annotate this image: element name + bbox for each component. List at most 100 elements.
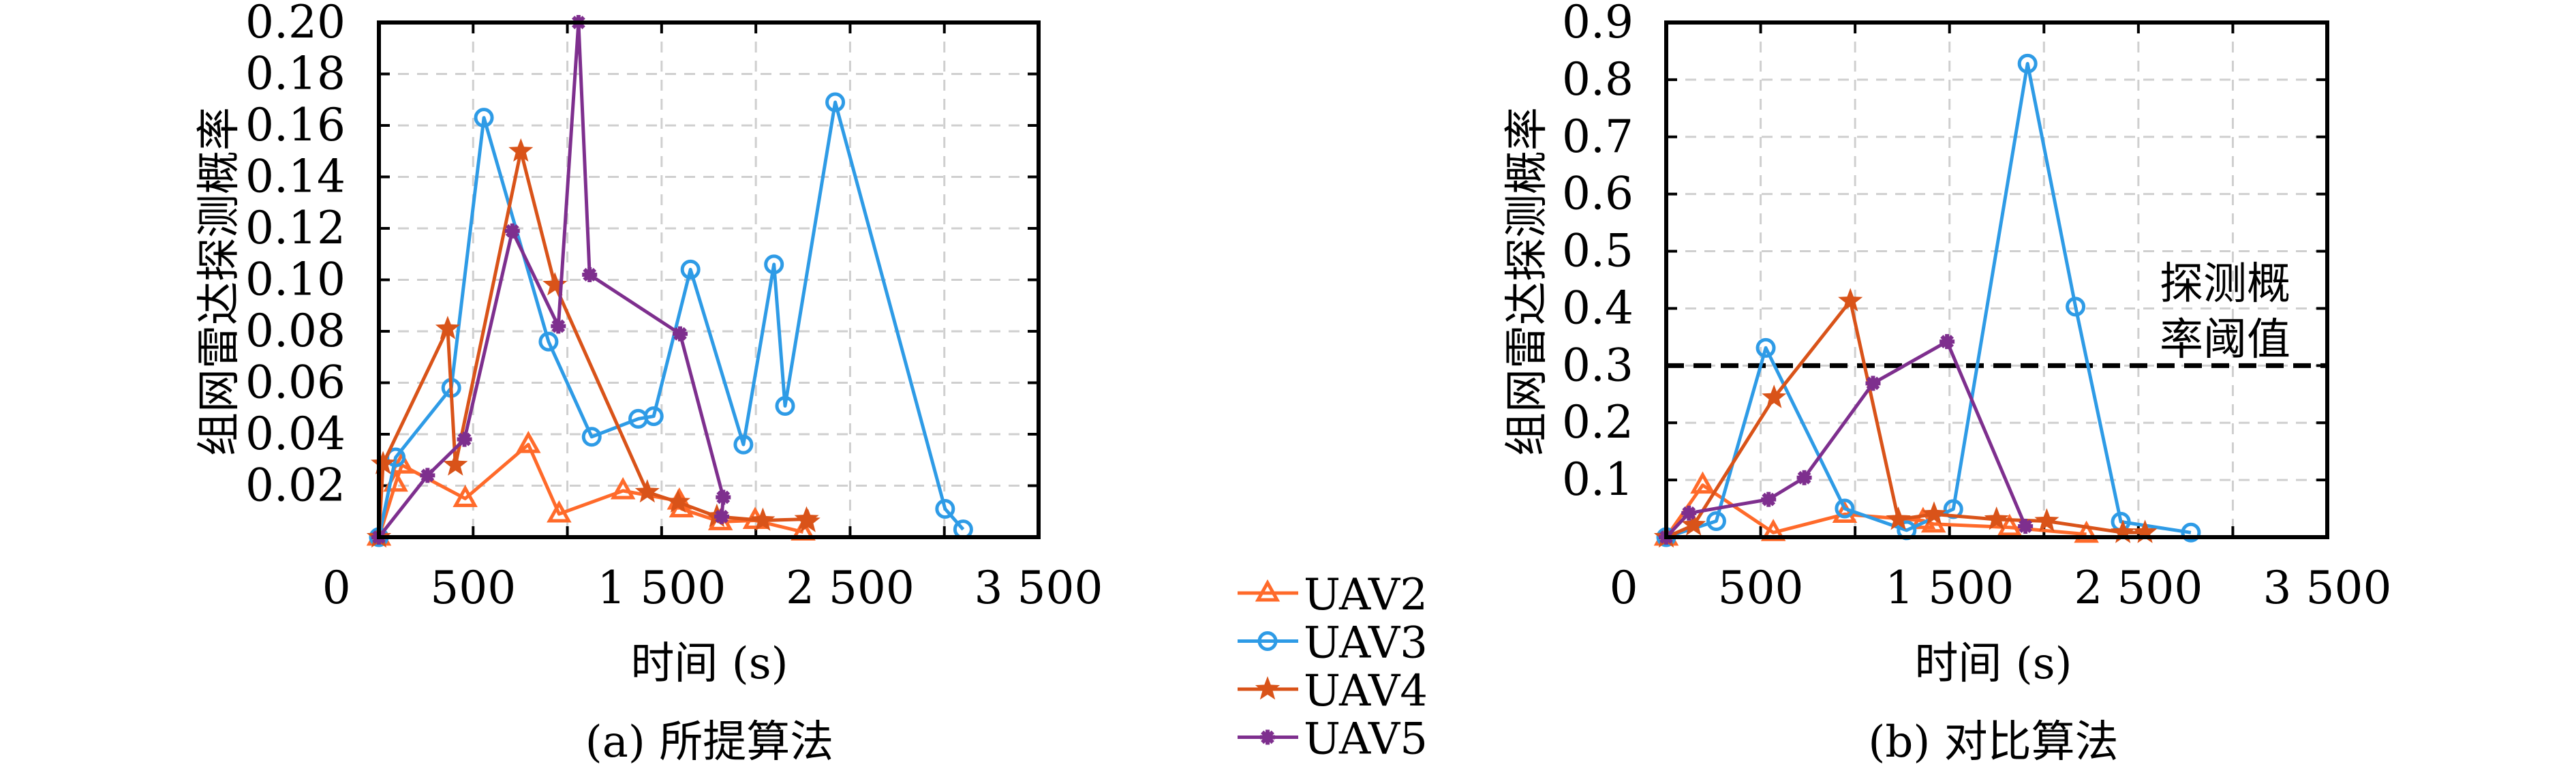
series-uav5 (1659, 334, 2034, 545)
y-tick-label: 0.3 (1562, 339, 1634, 391)
series-line (377, 149, 810, 538)
circle-marker (538, 331, 559, 352)
y-tick-label: 0.7 (1562, 110, 1634, 163)
asterisk-stroke (505, 224, 519, 238)
circle-marker (1835, 498, 1855, 519)
x-tick-label: 3 500 (2263, 562, 2392, 614)
asterisk-stroke (716, 490, 731, 504)
circle-marker (733, 434, 754, 455)
asterisk-stroke (1762, 492, 1776, 506)
triangle-marker (1255, 579, 1281, 602)
circle-marker (2181, 522, 2201, 543)
asterisk-marker (582, 267, 598, 282)
x-tick-label: 0 (1610, 562, 1638, 614)
star-marker (1681, 512, 1706, 536)
circle-marker (680, 259, 701, 279)
circle-marker (1257, 631, 1278, 651)
legend-label: UAV4 (1304, 666, 1428, 716)
y-tick-label: 0.20 (245, 0, 346, 48)
star-marker (1838, 288, 1863, 312)
legend-label: UAV2 (1304, 570, 1428, 620)
y-tick-label: 0.06 (245, 357, 346, 409)
asterisk-marker (1681, 505, 1697, 521)
x-tick-label: 1 500 (1885, 562, 2014, 614)
series-uav3 (369, 92, 973, 547)
star-marker (1255, 676, 1281, 700)
triangle-marker (453, 485, 478, 507)
circle-marker (643, 406, 664, 427)
star-marker (1762, 384, 1787, 408)
asterisk-marker (1865, 376, 1881, 391)
legend-entry-uav4: UAV4 (1238, 666, 1428, 716)
panel-caption: (b) 对比算法 (1868, 717, 2118, 768)
asterisk-stroke (457, 432, 472, 446)
asterisk-stroke (715, 509, 729, 524)
asterisk-stroke (1261, 730, 1274, 744)
y-tick-label: 0.2 (1562, 396, 1634, 449)
triangle-marker (1690, 471, 1715, 494)
series-uav2 (1653, 471, 2099, 546)
asterisk-marker (1939, 334, 1955, 350)
asterisk-marker (1796, 470, 1812, 485)
asterisk-stroke (420, 468, 435, 483)
y-tick-label: 0.1 (1562, 453, 1634, 506)
asterisk-marker (2018, 519, 2034, 534)
star-marker (2034, 508, 2059, 532)
triangle-marker (1760, 519, 1786, 541)
y-tick-label: 0.04 (245, 408, 346, 460)
y-tick-label: 0.5 (1562, 225, 1634, 277)
circle-marker (775, 395, 795, 416)
y-axis-label: 组网雷达探测概率 (194, 107, 245, 456)
triangle-marker (547, 500, 572, 523)
y-tick-label: 0.9 (1562, 0, 1634, 48)
legend-entry-uav3: UAV3 (1238, 618, 1428, 669)
y-tick-label: 0.18 (245, 48, 346, 100)
asterisk-stroke (673, 327, 687, 341)
circle-marker (1706, 511, 1726, 532)
asterisk-stroke (551, 319, 566, 333)
legend-entry-uav5: UAV5 (1238, 714, 1428, 765)
star-marker (443, 452, 468, 476)
star-marker (1921, 501, 1947, 525)
threshold-label: 率阈值 (2160, 315, 2290, 365)
asterisk-marker (457, 431, 472, 447)
series-line (378, 20, 725, 539)
circle-marker (825, 92, 846, 112)
x-tick-label: 3 500 (975, 562, 1103, 614)
y-axis-label: 组网雷达探测概率 (1502, 107, 1552, 456)
y-tick-label: 0.14 (245, 151, 346, 203)
chart-panel-a: 0.020.040.060.080.100.120.140.160.180.20… (194, 0, 1103, 768)
x-tick-label: 2 500 (786, 562, 915, 614)
legend-label: UAV3 (1304, 618, 1428, 669)
star-marker (435, 316, 460, 339)
star-marker (2111, 519, 2136, 543)
y-tick-label: 0.16 (245, 99, 346, 151)
asterisk-marker (714, 509, 730, 524)
y-tick-label: 0.10 (245, 254, 346, 306)
star-marker (795, 509, 821, 532)
asterisk-marker (672, 326, 688, 342)
y-tick-label: 0.12 (245, 202, 346, 254)
x-tick-label: 0 (322, 562, 351, 614)
star-marker (542, 272, 568, 296)
star-marker (665, 489, 690, 513)
series-uav4 (1653, 288, 2158, 548)
asterisk-stroke (583, 268, 597, 282)
star-marker (2132, 519, 2158, 543)
asterisk-marker (716, 489, 731, 505)
star-marker (1984, 506, 2009, 530)
threshold-label: 探测概 (2160, 259, 2290, 309)
triangle-marker (1997, 513, 2023, 536)
plot-frame (1664, 20, 2329, 539)
x-tick-label: 500 (430, 562, 516, 614)
y-tick-label: 0.6 (1562, 168, 1634, 220)
asterisk-stroke (1682, 506, 1696, 520)
asterisk-stroke (2019, 519, 2033, 533)
y-tick-label: 0.02 (245, 459, 346, 512)
circle-marker (935, 498, 955, 519)
circle-marker (2017, 53, 2038, 74)
x-tick-label: 500 (1718, 562, 1804, 614)
star-marker (750, 507, 776, 531)
asterisk-stroke (1797, 470, 1811, 485)
